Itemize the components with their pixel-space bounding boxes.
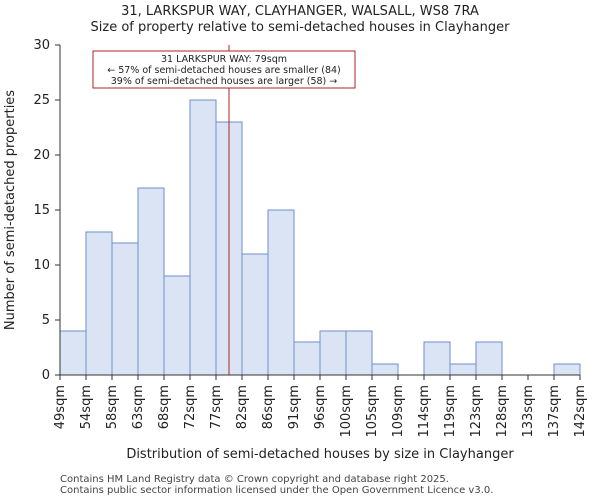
x-tick-label: 49sqm	[53, 385, 68, 429]
footer-copyright: Contains HM Land Registry data © Crown c…	[60, 474, 449, 485]
y-tick-label: 20	[33, 148, 50, 163]
chart-title-address: 31, LARKSPUR WAY, CLAYHANGER, WALSALL, W…	[121, 4, 479, 19]
x-tick-label: 91sqm	[287, 385, 302, 429]
histogram-bar	[241, 253, 269, 376]
y-tick-label: 5	[42, 313, 50, 328]
x-tick-label: 58sqm	[105, 385, 120, 429]
annotation-line-3: 39% of semi-detached houses are larger (…	[111, 76, 338, 87]
x-tick-label: 82sqm	[235, 385, 250, 429]
histogram-bar	[59, 330, 87, 376]
y-tick-label: 10	[33, 258, 50, 273]
y-tick-label: 30	[33, 38, 50, 53]
histogram-bar	[449, 363, 477, 376]
histogram-bar	[85, 231, 113, 376]
x-tick-label: 72sqm	[183, 385, 198, 429]
x-tick-label: 142sqm	[573, 385, 588, 438]
y-tick-label: 0	[42, 368, 50, 383]
annotation-line-1: 31 LARKSPUR WAY: 79sqm	[161, 54, 287, 65]
histogram-bar	[111, 242, 139, 376]
x-tick-label: 119sqm	[443, 385, 458, 438]
histogram-bar	[163, 275, 191, 376]
histogram-bar	[423, 341, 451, 376]
x-tick-label: 109sqm	[391, 385, 406, 438]
x-tick-label: 100sqm	[339, 385, 354, 438]
x-tick-label: 63sqm	[131, 385, 146, 429]
chart-title-subtitle: Size of property relative to semi-detach…	[90, 20, 510, 35]
y-tick-label: 15	[33, 203, 50, 218]
histogram-bar	[319, 330, 347, 376]
x-tick-label: 137sqm	[547, 385, 562, 438]
annotation-line-2: ← 57% of semi-detached houses are smalle…	[107, 65, 341, 76]
x-tick-label: 68sqm	[157, 385, 172, 429]
histogram-bar	[293, 341, 321, 376]
histogram-bar	[267, 209, 295, 376]
x-tick-label: 54sqm	[79, 385, 94, 429]
histogram-bar	[475, 341, 503, 376]
histogram-bar	[345, 330, 373, 376]
x-tick-label: 105sqm	[365, 385, 380, 438]
x-tick-label: 96sqm	[313, 385, 328, 429]
y-tick-label: 25	[33, 93, 50, 108]
histogram-bar	[189, 99, 217, 376]
x-tick-label: 128sqm	[495, 385, 510, 438]
histogram-bar	[371, 363, 399, 376]
x-tick-label: 133sqm	[521, 385, 536, 438]
x-tick-label: 123sqm	[469, 385, 484, 438]
footer-licence: Contains public sector information licen…	[60, 485, 494, 496]
x-tick-label: 77sqm	[209, 385, 224, 429]
histogram-bar	[137, 187, 165, 376]
x-tick-label: 86sqm	[261, 385, 276, 429]
histogram-bar	[553, 363, 581, 376]
x-tick-label: 114sqm	[417, 385, 432, 438]
y-axis-label: Number of semi-detached properties	[3, 90, 18, 330]
annotation-box	[92, 50, 356, 89]
x-axis-label: Distribution of semi-detached houses by …	[126, 447, 514, 462]
